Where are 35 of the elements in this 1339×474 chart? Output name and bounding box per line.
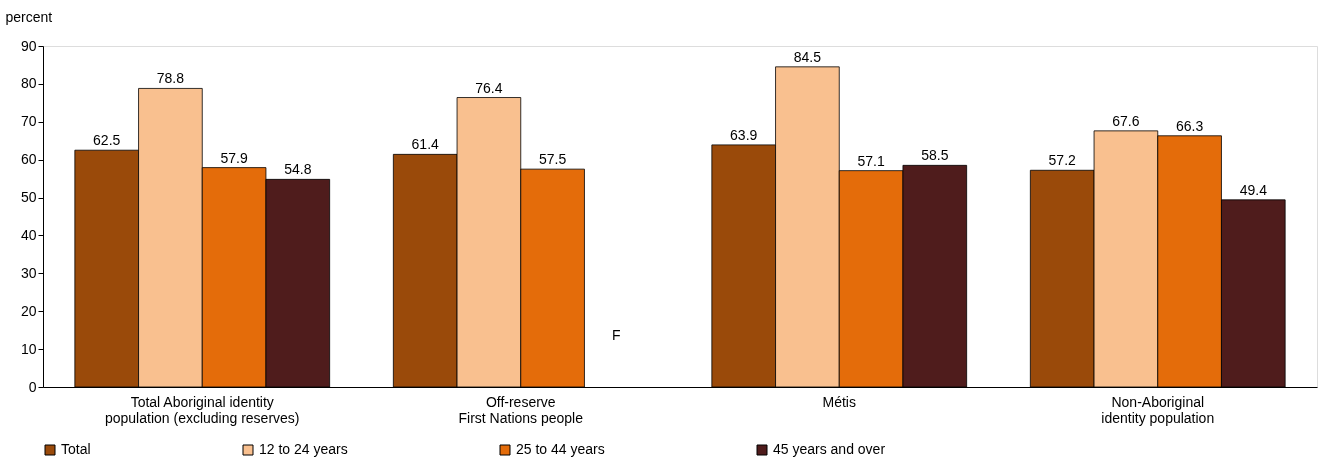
- y-tick-label: 40: [20, 226, 37, 243]
- data-label: 54.8: [284, 161, 312, 178]
- y-axis-title: percent: [5, 8, 53, 25]
- legend-label: Total: [61, 441, 91, 457]
- x-tick-label: Off-reserve First Nations people: [458, 393, 584, 426]
- legend-label: 12 to 24 years: [259, 441, 348, 457]
- data-label: 49.4: [1239, 181, 1268, 198]
- data-label: 57.5: [538, 151, 567, 168]
- y-tick-label: 30: [20, 264, 37, 281]
- data-label: 63.9: [730, 126, 758, 143]
- y-tick-label: 10: [20, 340, 37, 357]
- data-label: 57.2: [1048, 152, 1077, 169]
- data-label: 78.8: [156, 70, 185, 87]
- data-label: 76.4: [475, 79, 503, 96]
- data-label: 61.4: [411, 136, 440, 153]
- legend-label: 45 years and over: [773, 441, 886, 457]
- data-label: 84.5: [793, 48, 822, 65]
- data-label: 67.6: [1112, 112, 1140, 129]
- data-label: 57.9: [220, 149, 248, 166]
- data-label: 58.5: [921, 147, 949, 164]
- x-tick-label: Métis: [822, 393, 856, 410]
- x-tick-label: Total Aboriginal identity population (excluding reserves): [104, 393, 300, 426]
- annotation: F: [612, 326, 621, 343]
- data-label: 57.1: [857, 152, 885, 169]
- y-tick-label: 60: [20, 151, 37, 168]
- data-label: 62.5: [93, 132, 121, 149]
- y-tick-label: 50: [20, 189, 37, 206]
- y-tick-label: 70: [20, 113, 37, 130]
- legend-label: 25 to 44 years: [516, 441, 605, 457]
- y-tick-label: 20: [20, 302, 37, 319]
- x-tick-label: Non-Aboriginal identity population: [1101, 393, 1215, 426]
- data-label: 66.3: [1175, 117, 1204, 134]
- y-tick-label: 90: [20, 37, 37, 54]
- y-tick-label: 80: [20, 75, 37, 92]
- y-tick-label: 0: [28, 378, 37, 395]
